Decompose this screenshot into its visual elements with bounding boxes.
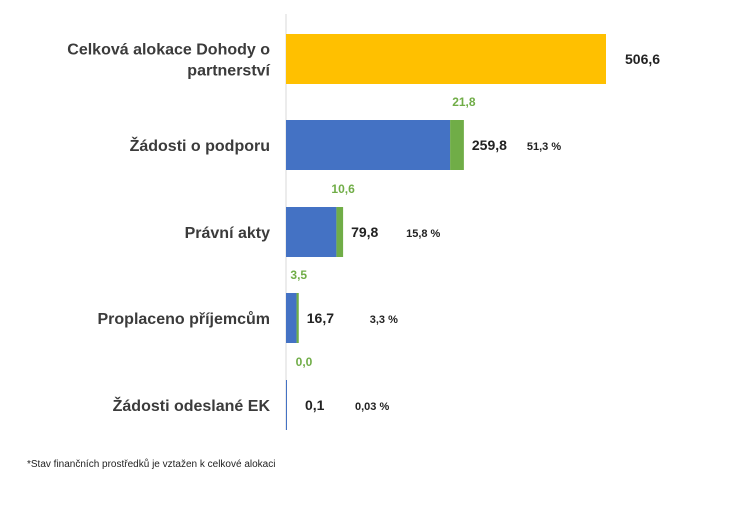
green-value-label: 3,5 <box>290 268 307 282</box>
percentage-label: 51,3 % <box>527 141 561 153</box>
value-label: 259,8 <box>472 137 507 153</box>
value-label: 16,7 <box>307 310 334 326</box>
value-label: 0,1 <box>305 397 325 413</box>
green-segment-bar <box>450 120 464 170</box>
allocation-bar <box>286 34 606 84</box>
main-bar <box>286 380 287 430</box>
category-label: Žádosti odeslané EK <box>113 396 271 415</box>
footnote: *Stav finančních prostředků je vztažen k… <box>27 459 276 470</box>
green-segment-bar <box>336 207 344 257</box>
category-label: Právní akty <box>185 225 270 242</box>
main-bar <box>286 207 337 257</box>
percentage-label: 15,8 % <box>406 228 440 240</box>
percentage-label: 3,3 % <box>370 314 398 326</box>
category-label: partnerství <box>187 63 270 80</box>
category-label: Proplaceno příjemcům <box>98 311 271 328</box>
green-segment-bar <box>296 293 299 343</box>
percentage-label: 0,03 % <box>355 401 389 413</box>
green-value-label: 10,6 <box>331 182 355 196</box>
green-value-label: 0,0 <box>296 355 313 369</box>
category-label: Žádosti o podporu <box>130 136 270 155</box>
value-label: 79,8 <box>351 224 378 240</box>
category-label: Celková alokace Dohody o <box>67 42 270 59</box>
green-value-label: 21,8 <box>452 95 476 109</box>
main-bar <box>286 120 451 170</box>
main-bar <box>286 293 297 343</box>
value-label: 506,6 <box>625 51 660 67</box>
